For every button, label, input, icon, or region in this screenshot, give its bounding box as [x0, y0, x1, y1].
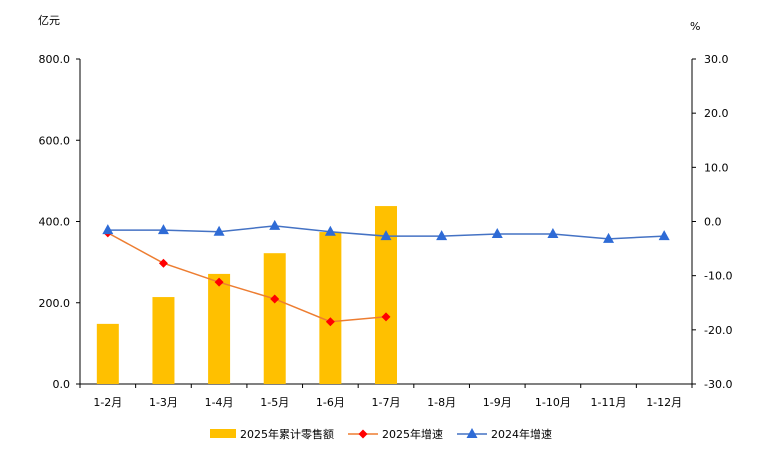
right-tick-label: -30.0: [704, 378, 732, 391]
data-point-triangle: [491, 227, 503, 238]
left-tick-label: 800.0: [39, 53, 71, 66]
legend-label: 2025年增速: [382, 427, 443, 441]
data-point-triangle: [269, 219, 281, 230]
x-tick-label: 1-8月: [427, 396, 456, 409]
legend-label: 2025年累计零售额: [240, 427, 334, 441]
right-tick-label: 10.0: [704, 161, 729, 174]
data-point-triangle: [436, 230, 448, 241]
x-tick-label: 1-6月: [316, 396, 345, 409]
series-line: [107, 232, 387, 323]
left-axis-unit: 亿元: [38, 14, 60, 27]
data-point-triangle: [380, 230, 392, 241]
data-point-diamond: [214, 277, 224, 287]
right-tick-label: -10.0: [704, 270, 732, 283]
left-tick-label: 200.0: [39, 297, 71, 310]
x-tick-label: 1-11月: [591, 396, 627, 409]
x-tick-label: 1-9月: [483, 396, 512, 409]
bar: [96, 323, 119, 384]
x-tick-label: 1-2月: [93, 396, 122, 409]
x-tick-label: 1-3月: [149, 396, 178, 409]
data-point-triangle: [324, 225, 336, 236]
left-tick-label: 0.0: [53, 378, 71, 391]
bar: [208, 273, 231, 384]
x-tick-label: 1-12月: [646, 396, 682, 409]
left-tick-label: 400.0: [39, 216, 71, 229]
data-point-diamond: [381, 312, 391, 322]
data-point-diamond: [270, 294, 280, 304]
legend-marker: [358, 429, 368, 439]
data-point-triangle: [157, 224, 169, 235]
left-tick-label: 600.0: [39, 134, 71, 147]
data-point-triangle: [658, 230, 670, 241]
x-tick-label: 1-4月: [205, 396, 234, 409]
right-tick-label: 0.0: [704, 216, 722, 229]
right-tick-label: 20.0: [704, 107, 729, 120]
right-axis-unit: %: [690, 20, 700, 33]
right-tick-label: 30.0: [704, 53, 729, 66]
data-point-triangle: [213, 225, 225, 236]
bar: [375, 206, 397, 384]
x-tick-label: 1-7月: [372, 396, 401, 409]
data-point-triangle: [102, 224, 114, 235]
bar: [263, 253, 286, 384]
bar: [319, 232, 342, 384]
right-tick-label: -20.0: [704, 324, 732, 337]
data-point-diamond: [158, 258, 168, 268]
data-point-triangle: [603, 232, 615, 243]
data-point-triangle: [547, 227, 559, 238]
legend-label: 2024年增速: [491, 427, 552, 441]
x-tick-label: 1-10月: [535, 396, 571, 409]
legend-swatch-bar: [210, 429, 236, 438]
x-tick-label: 1-5月: [260, 396, 289, 409]
bar: [152, 297, 175, 384]
legend-marker: [466, 428, 478, 438]
data-point-diamond: [325, 317, 335, 327]
